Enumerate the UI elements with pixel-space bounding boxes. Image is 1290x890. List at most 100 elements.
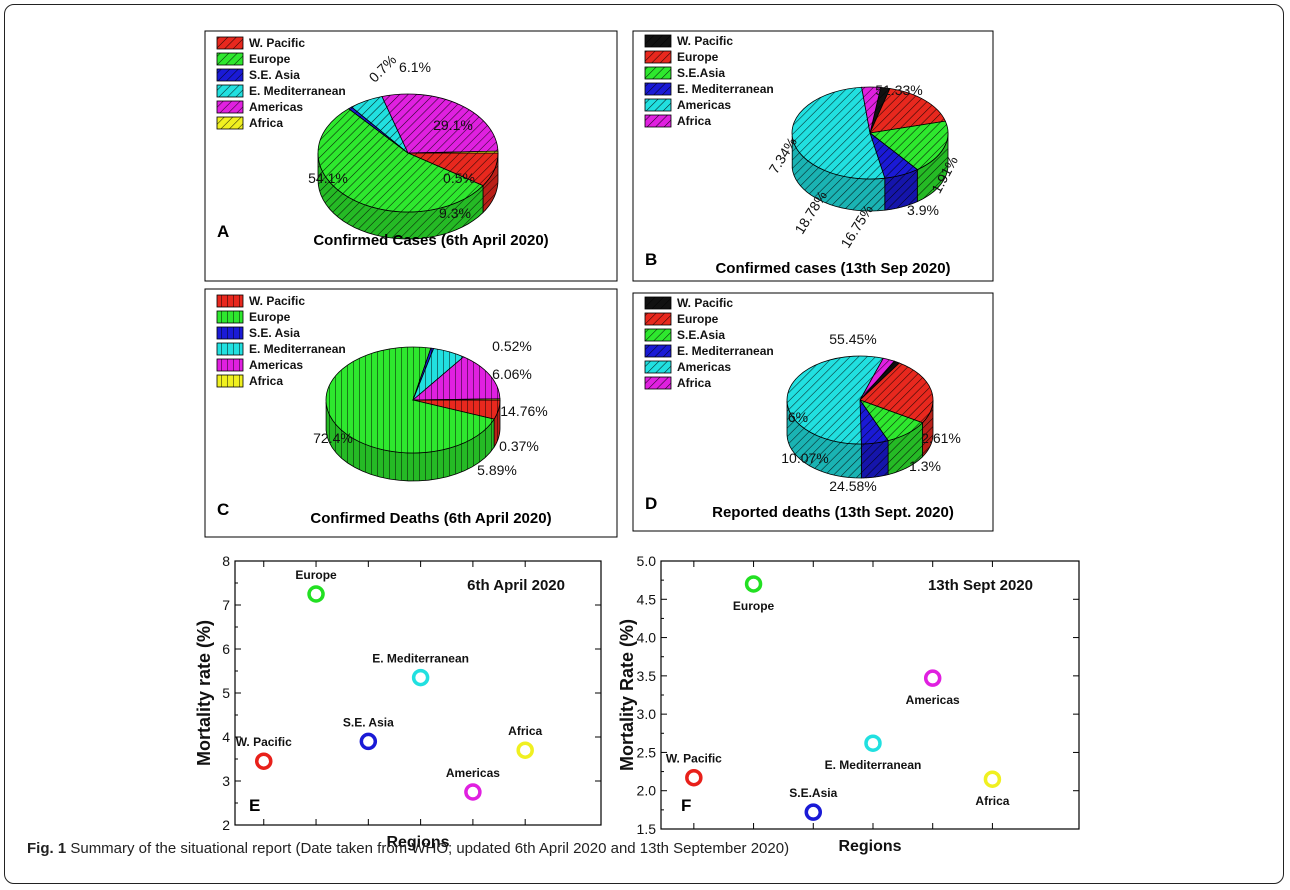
slice-label-americas: 55.45% [829, 331, 876, 347]
legend-label-africa: Africa [677, 376, 711, 390]
slice-label-africa: 3.9% [907, 202, 939, 218]
y-axis-label: Mortality Rate (%) [617, 619, 637, 771]
panel-a-confirmed-cases-april: 9.3%54.1%0.7% 6.1%29.1%0.5%W. PacificEuro… [204, 30, 618, 282]
legend: W. Pacific Europe S.E. Asia E. Mediterranea… [216, 36, 346, 130]
legend-label-s-e-asia: S.E.Asia [677, 66, 725, 80]
legend-label-europe: Europe [249, 52, 291, 66]
legend-swatch-europe [644, 312, 672, 326]
slice-label-s-e-asia: 0.52% [492, 338, 532, 354]
legend: W. Pacific Europe S.E.Asia E. Mediterranean… [644, 34, 774, 128]
legend-label-americas: Americas [249, 358, 303, 372]
legend-label-e-mediterranean: E. Mediterranean [677, 344, 774, 358]
y-tick-label: 1.5 [637, 821, 657, 837]
y-tick-label: 4 [222, 729, 230, 745]
slice-label-w-pacific: 1.3% [909, 458, 941, 474]
legend-swatch-africa [216, 116, 244, 130]
plot-area [234, 560, 602, 826]
panel-frame [204, 288, 618, 538]
point-label-europe: Europe [295, 568, 337, 582]
slice-label-africa: 0.5% [443, 170, 475, 186]
slice-label-europe: 72.4% [313, 430, 353, 446]
plot-area [660, 560, 1080, 830]
caption-text: Summary of the situational report (Date … [70, 840, 790, 857]
panel-letter: F [681, 796, 691, 815]
y-tick-label: 3.5 [637, 668, 657, 684]
pie-slice-americas [381, 93, 499, 154]
point-label-americas: Americas [446, 766, 500, 780]
pie-slice-africa [407, 150, 499, 154]
legend-swatch-africa [644, 114, 672, 128]
y-tick-label: 2 [222, 817, 230, 833]
pie-top [791, 86, 949, 180]
point-africa [983, 770, 1002, 788]
pie-slice-americas [411, 356, 501, 401]
slice-label-e-mediterranean: 6.1% [399, 59, 431, 75]
legend-label-e-mediterranean: E. Mediterranean [677, 82, 774, 96]
point-e-mediterranean [864, 734, 882, 752]
y-tick-label: 8 [222, 553, 230, 569]
panel-c-confirmed-deaths-april: 5.89% 72.4% 0.52% 6.06% 14.76% 0.37% W. Pacifi… [204, 288, 618, 538]
legend-label-europe: Europe [677, 50, 719, 64]
chart-title: Reported deaths (13th Sept. 2020) [712, 504, 954, 521]
point-w-pacific [255, 752, 273, 770]
panel-d-reported-deaths-sep: 1.3% 24.58%10.07% 6% 55.45% 2.61% W. Pacific E… [632, 292, 994, 532]
point-americas [923, 669, 942, 687]
pie-slice-africa [412, 398, 501, 401]
legend-label-africa: Africa [249, 374, 283, 388]
pie-top [317, 93, 499, 213]
point-s-e-asia [804, 803, 823, 821]
pie-slice-europe [325, 346, 495, 454]
legend-label-w-pacific: W. Pacific [677, 34, 733, 48]
legend-swatch-s-e-asia [644, 66, 672, 80]
slice-label-africa: 2.61% [921, 430, 961, 446]
legend-swatch-e-mediterranean [216, 342, 244, 356]
legend-swatch-s-e-asia [644, 328, 672, 342]
slice-label-s-e-asia: 10.07% [781, 450, 828, 466]
chart-title: Confirmed Cases (6th April 2020) [313, 232, 548, 249]
point-africa [516, 741, 534, 759]
legend-swatch-s-e-asia [216, 326, 244, 340]
legend-label-w-pacific: W. Pacific [249, 36, 305, 50]
chart-title: Confirmed cases (13th Sep 2020) [715, 260, 950, 277]
y-tick-label: 2.5 [637, 744, 657, 760]
point-label-africa: Africa [508, 724, 542, 738]
legend: W. Pacific Europe S.E.Asia E. Mediterranean… [644, 296, 774, 390]
legend-swatch-europe [644, 50, 672, 64]
legend-swatch-africa [216, 374, 244, 388]
point-label-w-pacific: W. Pacific [236, 735, 292, 749]
slice-label-africa: 0.37% [499, 438, 539, 454]
pie-slice-africa [859, 357, 895, 401]
legend-label-s-e-asia: S.E. Asia [249, 326, 300, 340]
legend-swatch-w-pacific [216, 294, 244, 308]
y-axis-label: Mortality rate (%) [194, 620, 214, 766]
figure-caption: Fig. 1 Summary of the situational report… [27, 840, 789, 857]
legend-swatch-americas [216, 100, 244, 114]
point-s-e-asia [359, 732, 378, 751]
point-label-americas: Americas [906, 693, 960, 707]
legend-swatch-americas [644, 98, 672, 112]
legend-swatch-w-pacific [644, 34, 672, 48]
legend-swatch-europe [216, 52, 244, 66]
legend-swatch-w-pacific [644, 296, 672, 310]
legend-swatch-europe [216, 310, 244, 324]
y-tick-label: 7 [222, 597, 230, 613]
y-tick-label: 5 [222, 685, 230, 701]
slice-label-americas: 14.76% [500, 403, 547, 419]
point-w-pacific [685, 768, 703, 787]
slice-label-w-pacific: 5.89% [477, 462, 517, 478]
legend-swatch-s-e-asia [216, 68, 244, 82]
pie-slice-americas [791, 86, 886, 180]
legend-swatch-e-mediterranean [644, 344, 672, 358]
chart-title: 13th Sept 2020 [928, 577, 1033, 594]
panel-letter: B [645, 250, 657, 269]
slice-label-e-mediterranean: 6.06% [492, 366, 532, 382]
legend-swatch-e-mediterranean [644, 82, 672, 96]
pie-slice-africa [861, 86, 882, 134]
pie-slice-americas [786, 355, 884, 445]
point-label-e-mediterranean: E. Mediterranean [825, 758, 922, 772]
slice-label-americas: 51.33% [875, 82, 922, 98]
legend-label-africa: Africa [677, 114, 711, 128]
slice-label-europe: 54.1% [308, 170, 348, 186]
slice-label-e-mediterranean: 6% [788, 409, 808, 425]
panel-b-confirmed-cases-sep: 1.91%16.75%18.78%7.34%51.33%3.9%W. Pacif… [632, 30, 994, 282]
